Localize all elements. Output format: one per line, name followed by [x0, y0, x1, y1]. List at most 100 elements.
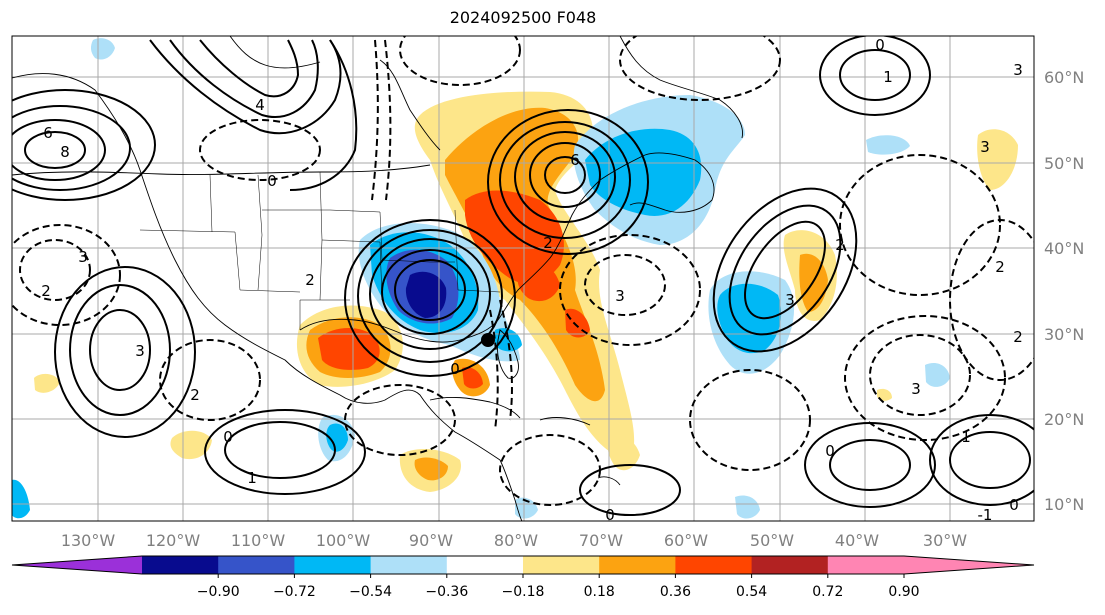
contour-label: 0 [605, 506, 615, 524]
map-frame [11, 35, 1035, 522]
contour-label: 0 [825, 442, 835, 460]
colorbar-extend-low [12, 556, 142, 574]
colorbar-segment [142, 556, 219, 574]
lon-label: 110°W [231, 531, 286, 550]
contour-label: 2 [305, 271, 315, 289]
colorbar-tick-label: −0.18 [502, 584, 545, 600]
lat-label: 60°N [1044, 68, 1084, 87]
colorbar-segment [370, 556, 448, 574]
contour-label: 2 [995, 258, 1005, 276]
colorbar-segment [218, 556, 295, 574]
colorbar-tick-label: −0.36 [425, 584, 468, 600]
lat-label: 30°N [1044, 325, 1084, 344]
colorbar-segment [446, 556, 524, 574]
colorbar: −0.90 −0.72 −0.54 −0.36 −0.18 0.18 0.36 0.54 0.7… [11, 555, 1035, 600]
map-title: 2024092500 F048 [449, 8, 597, 27]
contour-label: 3 [911, 380, 921, 398]
shade-mid-atlantic-blue [866, 135, 910, 155]
colorbar-segments [11, 555, 1035, 575]
colorbar-tick-label: 0.36 [660, 584, 691, 600]
colorbar-segment [675, 556, 753, 574]
graticule [12, 36, 1034, 521]
lon-label: 60°W [664, 531, 708, 550]
contour-label: 1 [247, 469, 257, 487]
shade-pacific-yellow-2 [34, 373, 60, 393]
colorbar-ticks: −0.90 −0.72 −0.54 −0.36 −0.18 0.18 0.36 0.54 0.7… [197, 574, 920, 600]
contour-label: 3 [1013, 61, 1023, 79]
contour-label: 2 [41, 282, 51, 300]
lon-label: 130°W [61, 531, 116, 550]
contour-label: 3 [980, 138, 990, 156]
lon-label: 40°W [835, 531, 879, 550]
contour-label: 3 [615, 287, 625, 305]
shade-yellow-south [607, 436, 640, 471]
contour-label: 6 [43, 124, 53, 142]
colorbar-tick-label: 0.54 [736, 584, 767, 600]
shaded-regions [12, 38, 1018, 519]
shade-gulf-core [405, 271, 447, 318]
colorbar-segment [827, 556, 905, 574]
shade-sw-blue [12, 479, 30, 519]
shade-pacific-blue-mid [326, 423, 348, 452]
dashed-contours [12, 36, 1034, 506]
storm-center-marker [481, 333, 495, 347]
longitude-labels: 130°W 120°W 110°W 100°W 90°W 80°W 70°W 6… [61, 531, 967, 550]
shade-atlantic-blue-mid [717, 283, 782, 354]
contour-label: -1 [978, 506, 993, 524]
solid-contours [12, 36, 1034, 516]
shade-mexico-strong [318, 327, 380, 370]
colorbar-segment [523, 556, 600, 574]
contour-label: 2 [1013, 328, 1023, 346]
shade-pacific-yellow [170, 430, 212, 460]
colorbar-segment [294, 556, 372, 574]
shade-mississippi-strong [517, 262, 560, 302]
lon-label: 70°W [579, 531, 623, 550]
lon-label: 120°W [146, 531, 201, 550]
colorbar-outline [11, 555, 1035, 575]
contour-label: 0 [875, 36, 885, 54]
shade-caribbean-blue [515, 497, 538, 519]
shade-se-blue [925, 362, 950, 387]
contour-label: 0 [223, 428, 233, 446]
shade-quebec-mid [585, 128, 702, 216]
shade-caribbean-strong [462, 367, 483, 389]
contour-label: 6 [570, 151, 580, 169]
lon-label: 50°W [750, 531, 794, 550]
contour-label: 8 [60, 143, 70, 161]
lat-label: 10°N [1044, 495, 1084, 514]
contour-label: 2 [835, 236, 845, 254]
colorbar-tick-label: −0.90 [197, 584, 240, 600]
contour-label: 1 [883, 68, 893, 86]
lat-label: 50°N [1044, 154, 1084, 173]
contour-label: 0 [450, 360, 460, 378]
contour-label: 0 [267, 172, 277, 190]
colorbar-extend-high [904, 556, 1034, 574]
colorbar-segment [599, 556, 676, 574]
lon-label: 90°W [409, 531, 453, 550]
colorbar-tick-label: 0.18 [584, 584, 615, 600]
shade-mid-yellow [877, 388, 892, 401]
contour-label: 3 [785, 291, 795, 309]
colorbar-tick-label: −0.72 [273, 584, 316, 600]
contour-label: 2 [190, 386, 200, 404]
contour-label: 2 [543, 234, 553, 252]
colorbar-segment [751, 556, 829, 574]
shade-caribbean-south-mid [414, 457, 448, 481]
shade-south-blue [735, 495, 760, 519]
colorbar-tick-label: 0.72 [812, 584, 843, 600]
latitude-labels: 60°N 50°N 40°N 30°N 20°N 10°N [1044, 68, 1084, 514]
contour-label: 0 [1009, 496, 1019, 514]
colorbar-tick-label: −0.54 [349, 584, 392, 600]
contour-labels: 6 8 6 4 3 3 2 3 0 2 2 3 3 0 0 1 2 0 0 3 … [41, 36, 1023, 524]
lon-label: 100°W [316, 531, 371, 550]
lon-label: 80°W [494, 531, 538, 550]
contour-label: 3 [78, 248, 88, 266]
contour-label: 1 [961, 428, 971, 446]
lat-label: 20°N [1044, 410, 1084, 429]
colorbar-tick-label: 0.90 [888, 584, 919, 600]
shade-east-atlantic-yellow [977, 129, 1018, 190]
contour-label: 4 [255, 96, 265, 114]
contour-label: 3 [135, 342, 145, 360]
lat-label: 40°N [1044, 239, 1084, 258]
lon-label: 30°W [923, 531, 967, 550]
